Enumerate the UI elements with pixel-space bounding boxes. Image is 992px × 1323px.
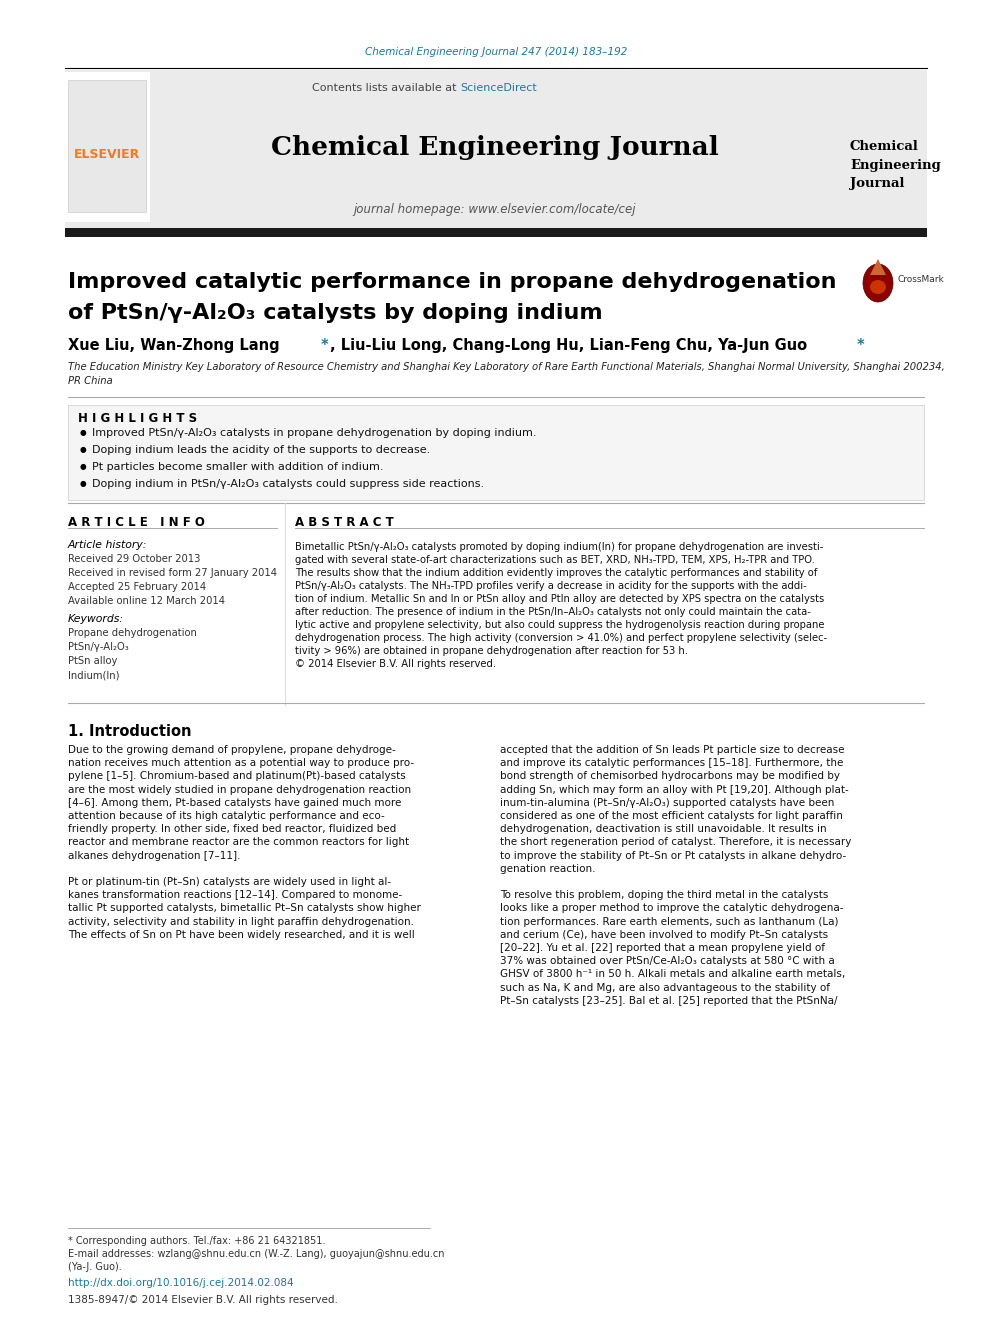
- Text: Doping indium leads the acidity of the supports to decrease.: Doping indium leads the acidity of the s…: [92, 445, 431, 455]
- Text: ScienceDirect: ScienceDirect: [460, 83, 537, 93]
- Ellipse shape: [863, 265, 893, 302]
- Text: Chemical Engineering Journal: Chemical Engineering Journal: [271, 135, 719, 160]
- Text: Contents lists available at: Contents lists available at: [312, 83, 460, 93]
- Text: Xue Liu, Wan-Zhong Lang: Xue Liu, Wan-Zhong Lang: [68, 337, 285, 353]
- Text: Propane dehydrogenation: Propane dehydrogenation: [68, 628, 196, 638]
- Text: ●: ●: [80, 479, 86, 488]
- Text: A R T I C L E   I N F O: A R T I C L E I N F O: [68, 516, 205, 529]
- Bar: [68, 79, 146, 212]
- Text: CrossMark: CrossMark: [898, 274, 944, 283]
- Text: Chemical
Engineering
Journal: Chemical Engineering Journal: [850, 140, 940, 189]
- Text: Pt or platinum-tin (Pt–Sn) catalysts are widely used in light al-: Pt or platinum-tin (Pt–Sn) catalysts are…: [68, 877, 391, 886]
- Bar: [65, 71, 150, 222]
- Text: Due to the growing demand of propylene, propane dehydroge-: Due to the growing demand of propylene, …: [68, 745, 396, 755]
- Text: activity, selectivity and stability in light paraffin dehydrogenation.: activity, selectivity and stability in l…: [68, 917, 414, 926]
- Text: [20–22]. Yu et al. [22] reported that a mean propylene yield of: [20–22]. Yu et al. [22] reported that a …: [500, 943, 825, 953]
- Text: reactor and membrane reactor are the common reactors for light: reactor and membrane reactor are the com…: [68, 837, 409, 848]
- Text: PtSn/γ-Al₂O₃: PtSn/γ-Al₂O₃: [68, 642, 129, 652]
- Text: ●: ●: [80, 445, 86, 454]
- Text: The Education Ministry Key Laboratory of Resource Chemistry and Shanghai Key Lab: The Education Ministry Key Laboratory of…: [68, 363, 944, 386]
- Text: Article history:: Article history:: [68, 540, 148, 550]
- Text: the short regeneration period of catalyst. Therefore, it is necessary: the short regeneration period of catalys…: [500, 837, 851, 848]
- Text: * Corresponding authors. Tel./fax: +86 21 64321851.: * Corresponding authors. Tel./fax: +86 2…: [68, 1236, 325, 1246]
- Text: *: *: [857, 337, 865, 353]
- Text: *: *: [321, 337, 328, 353]
- Text: GHSV of 3800 h⁻¹ in 50 h. Alkali metals and alkaline earth metals,: GHSV of 3800 h⁻¹ in 50 h. Alkali metals …: [500, 970, 845, 979]
- Text: Available online 12 March 2014: Available online 12 March 2014: [68, 595, 225, 606]
- Text: © 2014 Elsevier B.V. All rights reserved.: © 2014 Elsevier B.V. All rights reserved…: [295, 659, 496, 669]
- Text: to improve the stability of Pt–Sn or Pt catalysts in alkane dehydro-: to improve the stability of Pt–Sn or Pt …: [500, 851, 846, 860]
- Text: friendly property. In other side, fixed bed reactor, fluidized bed: friendly property. In other side, fixed …: [68, 824, 396, 835]
- Text: Indium(In): Indium(In): [68, 669, 119, 680]
- Text: attention because of its high catalytic performance and eco-: attention because of its high catalytic …: [68, 811, 385, 822]
- Polygon shape: [870, 259, 886, 275]
- Text: inum-tin-alumina (Pt–Sn/γ-Al₂O₃) supported catalysts have been: inum-tin-alumina (Pt–Sn/γ-Al₂O₃) support…: [500, 798, 834, 808]
- Text: ●: ●: [80, 429, 86, 437]
- Text: after reduction. The presence of indium in the PtSn/In–Al₂O₃ catalysts not only : after reduction. The presence of indium …: [295, 607, 810, 617]
- Text: accepted that the addition of Sn leads Pt particle size to decrease: accepted that the addition of Sn leads P…: [500, 745, 844, 755]
- Text: (Ya-J. Guo).: (Ya-J. Guo).: [68, 1262, 122, 1271]
- Text: PtSn alloy: PtSn alloy: [68, 656, 117, 665]
- Text: nation receives much attention as a potential way to produce pro-: nation receives much attention as a pote…: [68, 758, 414, 769]
- Text: bond strength of chemisorbed hydrocarbons may be modified by: bond strength of chemisorbed hydrocarbon…: [500, 771, 840, 782]
- Text: looks like a proper method to improve the catalytic dehydrogena-: looks like a proper method to improve th…: [500, 904, 843, 913]
- Text: dehydrogenation process. The high activity (conversion > 41.0%) and perfect prop: dehydrogenation process. The high activi…: [295, 632, 827, 643]
- Text: Accepted 25 February 2014: Accepted 25 February 2014: [68, 582, 206, 591]
- Ellipse shape: [870, 280, 886, 294]
- Text: adding Sn, which may form an alloy with Pt [19,20]. Although plat-: adding Sn, which may form an alloy with …: [500, 785, 849, 795]
- Text: 1. Introduction: 1. Introduction: [68, 724, 191, 740]
- Text: Received in revised form 27 January 2014: Received in revised form 27 January 2014: [68, 568, 277, 578]
- Text: pylene [1–5]. Chromium-based and platinum(Pt)-based catalysts: pylene [1–5]. Chromium-based and platinu…: [68, 771, 406, 782]
- Text: Pt particles become smaller with addition of indium.: Pt particles become smaller with additio…: [92, 462, 384, 472]
- Text: are the most widely studied in propane dehydrogenation reaction: are the most widely studied in propane d…: [68, 785, 411, 795]
- Text: lytic active and propylene selectivity, but also could suppress the hydrogenolys: lytic active and propylene selectivity, …: [295, 620, 824, 630]
- Text: Bimetallic PtSn/γ-Al₂O₃ catalysts promoted by doping indium(In) for propane dehy: Bimetallic PtSn/γ-Al₂O₃ catalysts promot…: [295, 542, 823, 552]
- Text: and improve its catalytic performances [15–18]. Furthermore, the: and improve its catalytic performances […: [500, 758, 843, 769]
- Text: tion of indium. Metallic Sn and In or PtSn alloy and PtIn alloy are detected by : tion of indium. Metallic Sn and In or Pt…: [295, 594, 824, 605]
- Text: E-mail addresses: wzlang@shnu.edu.cn (W.-Z. Lang), guoyajun@shnu.edu.cn: E-mail addresses: wzlang@shnu.edu.cn (W.…: [68, 1249, 444, 1259]
- Text: Chemical Engineering Journal 247 (2014) 183–192: Chemical Engineering Journal 247 (2014) …: [365, 48, 627, 57]
- Bar: [68, 405, 924, 500]
- Text: dehydrogenation, deactivation is still unavoidable. It results in: dehydrogenation, deactivation is still u…: [500, 824, 826, 835]
- Text: ELSEVIER: ELSEVIER: [73, 148, 140, 161]
- Text: ●: ●: [80, 462, 86, 471]
- Text: tivity > 96%) are obtained in propane dehydrogenation after reaction for 53 h.: tivity > 96%) are obtained in propane de…: [295, 646, 688, 656]
- Text: tallic Pt supported catalysts, bimetallic Pt–Sn catalysts show higher: tallic Pt supported catalysts, bimetalli…: [68, 904, 421, 913]
- Bar: [65, 228, 927, 237]
- Text: To resolve this problem, doping the third metal in the catalysts: To resolve this problem, doping the thir…: [500, 890, 828, 900]
- Text: The effects of Sn on Pt have been widely researched, and it is well: The effects of Sn on Pt have been widely…: [68, 930, 415, 939]
- Text: , Liu-Liu Long, Chang-Long Hu, Lian-Feng Chu, Ya-Jun Guo: , Liu-Liu Long, Chang-Long Hu, Lian-Feng…: [330, 337, 807, 353]
- Text: alkanes dehydrogenation [7–11].: alkanes dehydrogenation [7–11].: [68, 851, 240, 860]
- Text: Improved PtSn/γ-Al₂O₃ catalysts in propane dehydrogenation by doping indium.: Improved PtSn/γ-Al₂O₃ catalysts in propa…: [92, 429, 537, 438]
- Text: such as Na, K and Mg, are also advantageous to the stability of: such as Na, K and Mg, are also advantage…: [500, 983, 830, 992]
- Text: H I G H L I G H T S: H I G H L I G H T S: [78, 411, 197, 425]
- Text: PtSn/γ-Al₂O₃ catalysts. The NH₃-TPD profiles verify a decrease in acidity for th: PtSn/γ-Al₂O₃ catalysts. The NH₃-TPD prof…: [295, 581, 806, 591]
- Text: Received 29 October 2013: Received 29 October 2013: [68, 554, 200, 564]
- Text: http://dx.doi.org/10.1016/j.cej.2014.02.084: http://dx.doi.org/10.1016/j.cej.2014.02.…: [68, 1278, 294, 1289]
- Text: The results show that the indium addition evidently improves the catalytic perfo: The results show that the indium additio…: [295, 568, 817, 578]
- Text: A B S T R A C T: A B S T R A C T: [295, 516, 394, 529]
- Text: and cerium (Ce), have been involved to modify Pt–Sn catalysts: and cerium (Ce), have been involved to m…: [500, 930, 828, 939]
- Text: journal homepage: www.elsevier.com/locate/cej: journal homepage: www.elsevier.com/locat…: [354, 204, 636, 217]
- Text: Doping indium in PtSn/γ-Al₂O₃ catalysts could suppress side reactions.: Doping indium in PtSn/γ-Al₂O₃ catalysts …: [92, 479, 484, 490]
- Text: Keywords:: Keywords:: [68, 614, 124, 624]
- Text: Pt–Sn catalysts [23–25]. Bal et al. [25] reported that the PtSnNa/: Pt–Sn catalysts [23–25]. Bal et al. [25]…: [500, 996, 837, 1005]
- Text: genation reaction.: genation reaction.: [500, 864, 595, 873]
- Text: Improved catalytic performance in propane dehydrogenation: Improved catalytic performance in propan…: [68, 273, 836, 292]
- Text: gated with several state-of-art characterizations such as BET, XRD, NH₃-TPD, TEM: gated with several state-of-art characte…: [295, 556, 814, 565]
- Text: 1385-8947/© 2014 Elsevier B.V. All rights reserved.: 1385-8947/© 2014 Elsevier B.V. All right…: [68, 1295, 338, 1304]
- Text: of PtSn/γ-Al₂O₃ catalysts by doping indium: of PtSn/γ-Al₂O₃ catalysts by doping indi…: [68, 303, 602, 323]
- Bar: [65, 70, 927, 235]
- Text: 37% was obtained over PtSn/Ce-Al₂O₃ catalysts at 580 °C with a: 37% was obtained over PtSn/Ce-Al₂O₃ cata…: [500, 957, 834, 966]
- Text: considered as one of the most efficient catalysts for light paraffin: considered as one of the most efficient …: [500, 811, 843, 822]
- Text: [4–6]. Among them, Pt-based catalysts have gained much more: [4–6]. Among them, Pt-based catalysts ha…: [68, 798, 402, 808]
- Text: kanes transformation reactions [12–14]. Compared to monome-: kanes transformation reactions [12–14]. …: [68, 890, 402, 900]
- Text: tion performances. Rare earth elements, such as lanthanum (La): tion performances. Rare earth elements, …: [500, 917, 838, 926]
